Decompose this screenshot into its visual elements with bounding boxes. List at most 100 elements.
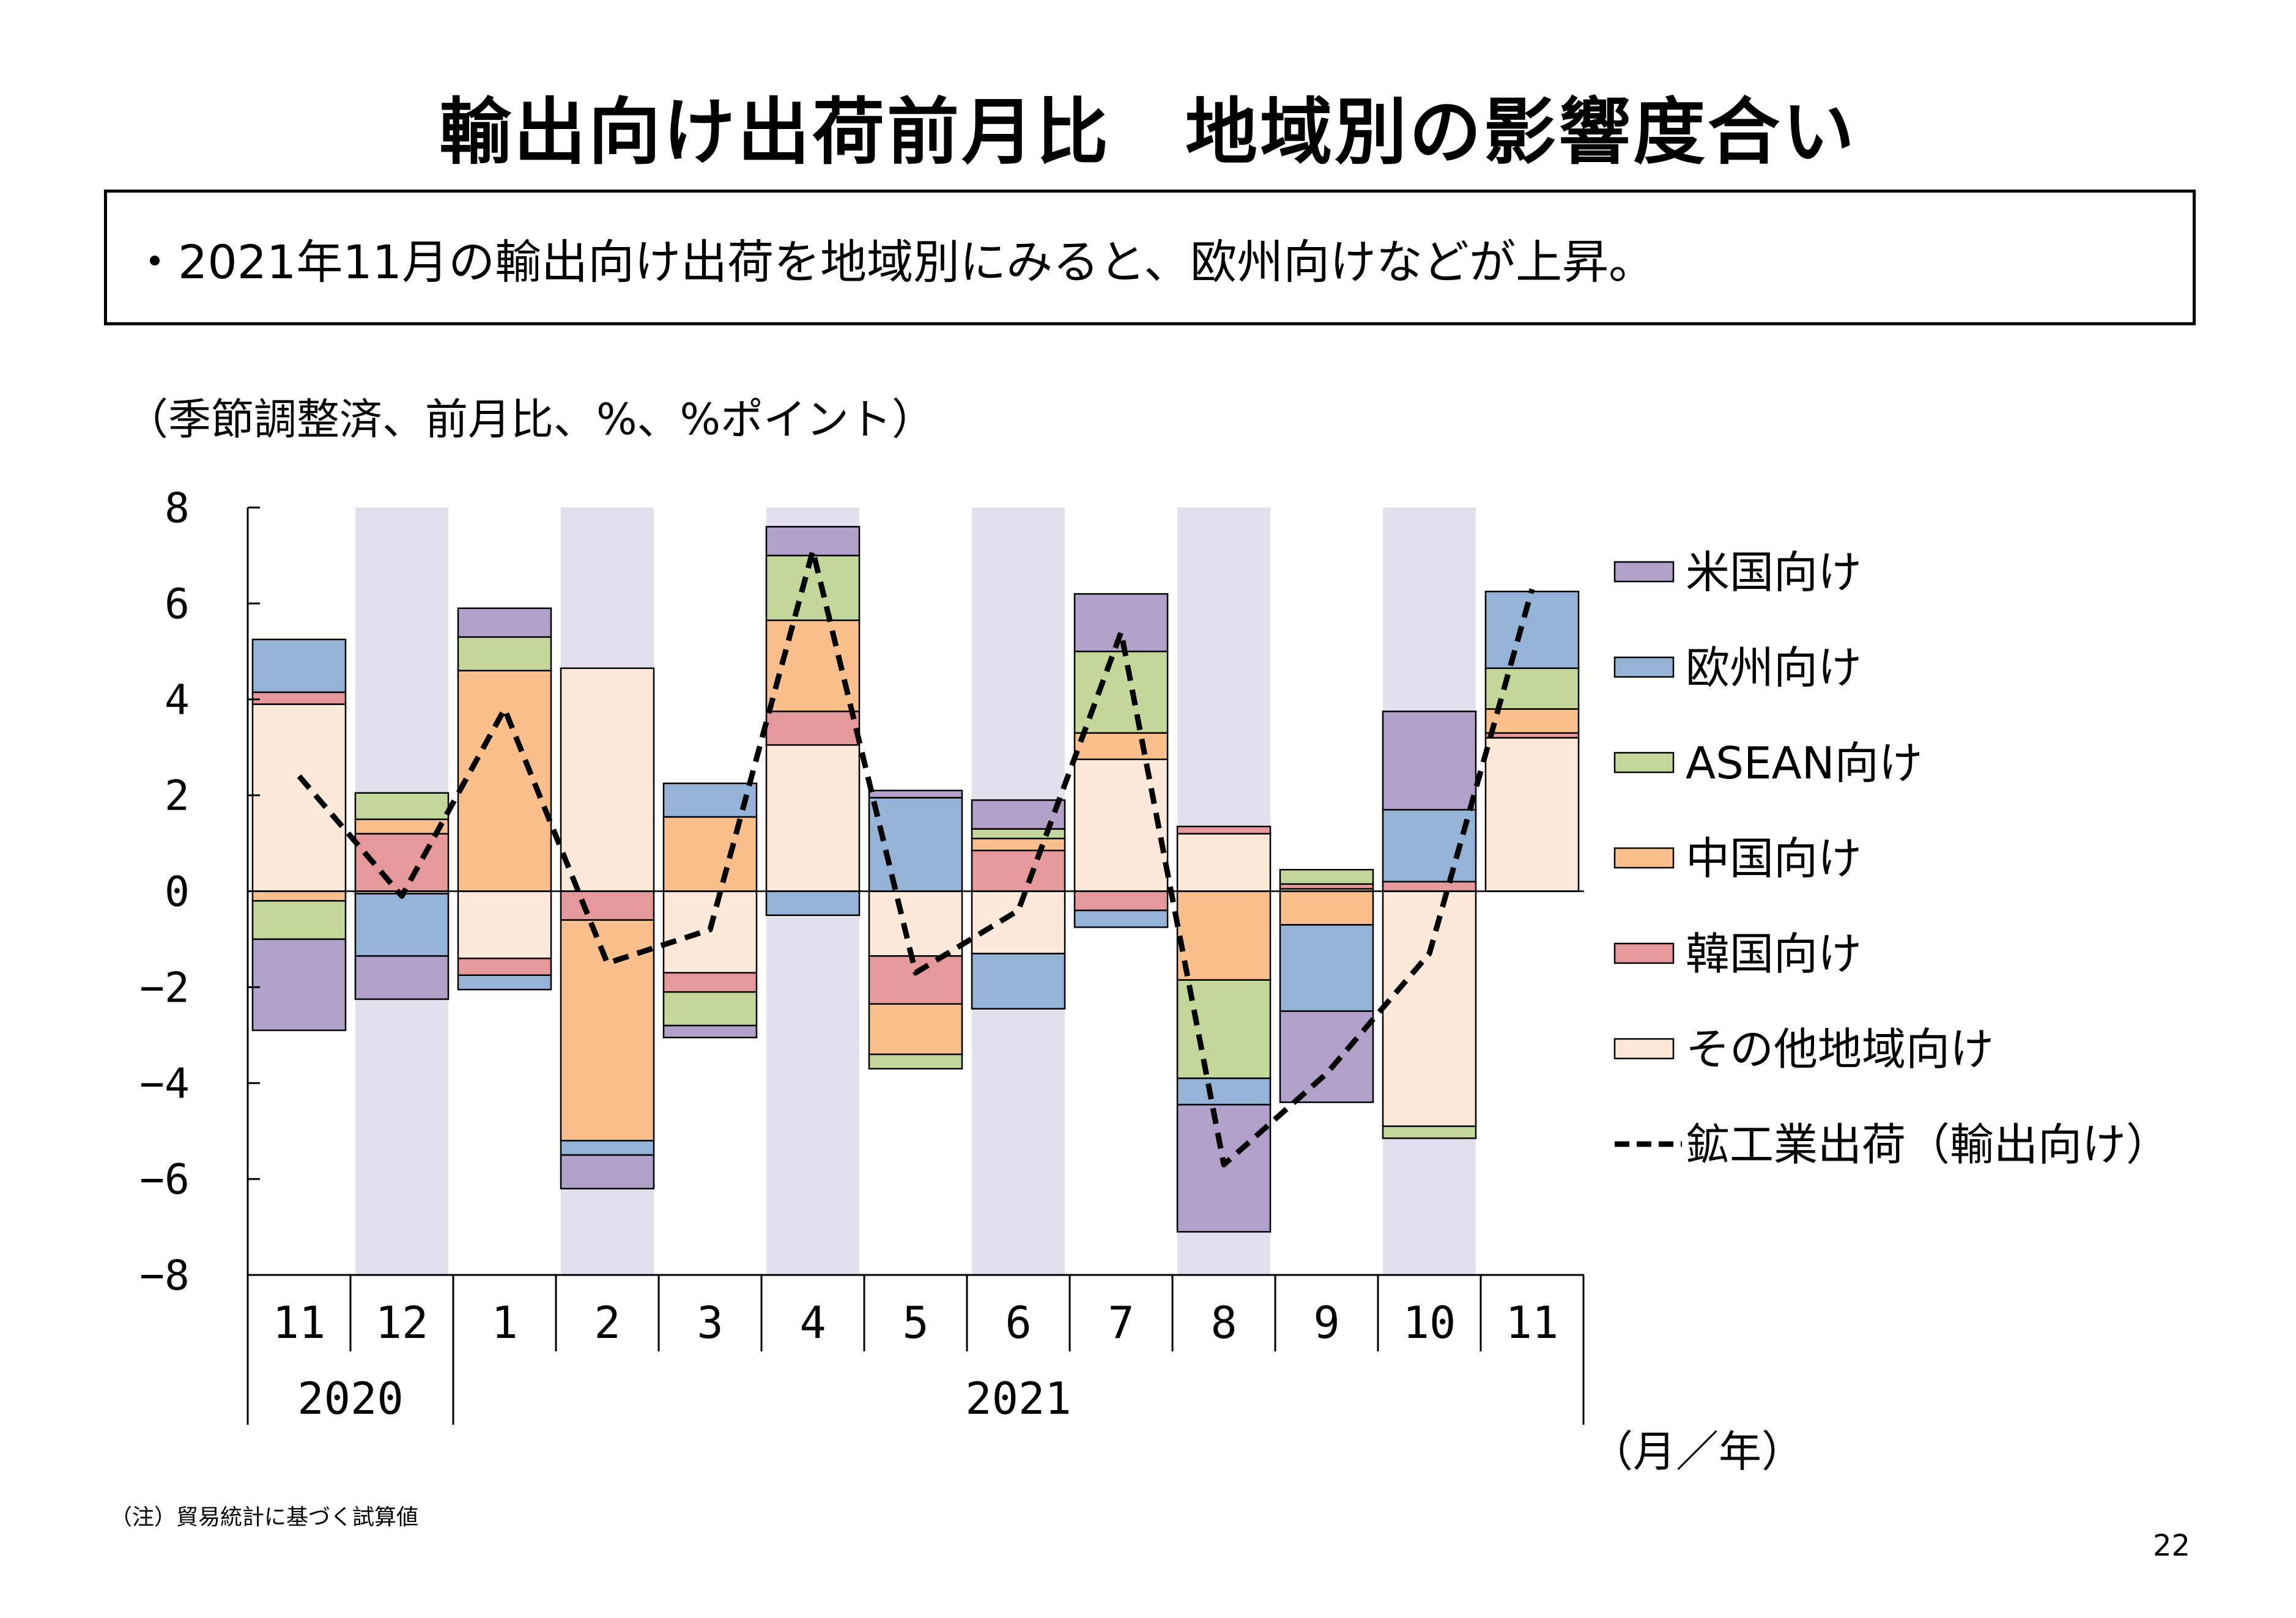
legend-label-0: 米国向け — [1686, 547, 1862, 598]
bar-segment-2-6 — [868, 1003, 963, 1055]
bar-segment-3-4 — [662, 991, 758, 1027]
bar-segment-4-0 — [251, 638, 347, 693]
bar-segment-0-0 — [251, 703, 347, 892]
bar-segment-2-0 — [251, 890, 347, 902]
bar-segment-3-2 — [457, 636, 552, 671]
bar-segment-0-5 — [765, 744, 861, 892]
bar-segment-3-1 — [354, 792, 450, 821]
bar-segment-5-11 — [1382, 711, 1477, 811]
y-tick-label-7: −6 — [139, 1156, 190, 1204]
bar-segment-4-6 — [868, 797, 963, 892]
legend-swatch-3 — [1613, 847, 1675, 869]
bar-segment-5-4 — [662, 1024, 758, 1038]
x-tick-label-11: 10 — [1403, 1297, 1456, 1348]
legend-swatch-4 — [1613, 942, 1675, 964]
bar-segment-5-5 — [765, 526, 861, 556]
bar-segment-2-2 — [457, 670, 552, 892]
legend-label-5: その他地域向け — [1686, 1024, 1994, 1075]
bar-segment-0-7 — [971, 890, 1066, 955]
x-tick-label-4: 3 — [697, 1297, 723, 1348]
y-tick-label-2: 4 — [165, 676, 190, 725]
bar-segment-0-2 — [457, 890, 552, 959]
y-tick-label-8: −8 — [139, 1252, 190, 1300]
x-tick-label-7: 6 — [1005, 1297, 1031, 1348]
bar-segment-4-9 — [1176, 1077, 1272, 1106]
legend-swatch-2 — [1613, 752, 1675, 774]
x-tick-label-3: 2 — [594, 1297, 620, 1348]
bar-segment-1-3 — [560, 890, 655, 921]
bar-segment-4-3 — [560, 1140, 655, 1156]
bar-segment-2-3 — [560, 919, 655, 1142]
bar-segment-5-0 — [251, 938, 347, 1032]
bar-segment-4-7 — [971, 953, 1066, 1010]
x-tick-label-10: 9 — [1313, 1297, 1339, 1348]
bar-segment-5-6 — [868, 789, 963, 799]
x-tick-label-9: 8 — [1210, 1297, 1237, 1348]
bar-segment-5-9 — [1176, 1104, 1272, 1233]
bar-segment-3-6 — [868, 1053, 963, 1069]
y-tick-label-4: 0 — [165, 868, 190, 917]
bar-segment-0-3 — [560, 667, 655, 892]
summary-text: ・2021年11月の輸出向け出荷を地域別にみると、欧州向けなどが上昇。 — [131, 235, 1656, 289]
y-tick-label-5: −2 — [139, 964, 190, 1012]
bar-segment-1-0 — [251, 691, 347, 705]
bar-segment-3-8 — [1073, 651, 1169, 734]
bar-segment-1-9 — [1176, 826, 1272, 835]
bar-segment-5-1 — [354, 955, 450, 1000]
x-tick-label-5: 4 — [799, 1297, 826, 1348]
bar-segment-2-7 — [971, 837, 1066, 852]
bar-segment-4-10 — [1279, 924, 1374, 1012]
bar-segment-3-7 — [971, 828, 1066, 840]
legend-label-2: ASEAN向け — [1686, 737, 1923, 789]
bar-segment-3-5 — [765, 555, 861, 621]
legend-label-4: 韓国向け — [1686, 928, 1862, 980]
period-label: （月／年） — [1590, 1427, 1804, 1477]
bar-segment-2-4 — [662, 816, 758, 892]
page-number: 22 — [2153, 1529, 2191, 1563]
bar-segment-4-4 — [662, 782, 758, 818]
bar-segment-2-9 — [1176, 890, 1272, 981]
x-tick-label-0: 11 — [273, 1297, 326, 1348]
legend-label-1: 欧州向け — [1686, 642, 1862, 693]
year-label-0: 2020 — [297, 1373, 403, 1424]
axes: 8 6 4 2 0 −2 −4 −6 −8 — [139, 484, 1584, 1300]
x-tick-label-1: 12 — [376, 1297, 429, 1348]
shipment-line-path — [297, 548, 1535, 1168]
bar-segment-4-12 — [1484, 591, 1580, 670]
bar-segment-4-1 — [354, 893, 450, 957]
bar-segment-3-10 — [1279, 868, 1374, 885]
bar-segment-2-10 — [1279, 890, 1374, 926]
bar-segment-0-8 — [1073, 758, 1169, 892]
legend-swatch-5 — [1613, 1038, 1675, 1060]
bar-segment-2-8 — [1073, 732, 1169, 761]
bar-segment-4-5 — [765, 890, 861, 916]
legend-swatch-0 — [1613, 561, 1675, 583]
y-tick-label-3: 2 — [165, 772, 190, 821]
bar-segment-0-6 — [868, 890, 963, 957]
legend-label-3: 中国向け — [1686, 833, 1862, 884]
bar-segment-3-11 — [1382, 1125, 1477, 1139]
bar-segment-1-1 — [354, 833, 450, 892]
bar-segment-1-8 — [1073, 890, 1169, 912]
bar-segment-1-6 — [868, 955, 963, 1005]
bar-segment-5-2 — [457, 607, 552, 638]
bar-segment-5-10 — [1279, 1010, 1374, 1103]
bar-segment-1-5 — [765, 711, 861, 746]
bar-segment-2-5 — [765, 619, 861, 712]
bar-segment-0-11 — [1382, 890, 1477, 1128]
bar-segment-1-4 — [662, 972, 758, 993]
shipment-line — [297, 548, 1535, 1168]
x-tick-label-8: 7 — [1108, 1297, 1134, 1348]
bar-segment-5-3 — [560, 1154, 655, 1190]
y-tick-label-0: 8 — [165, 484, 190, 533]
bar-segment-4-2 — [457, 974, 552, 991]
bar-segment-2-12 — [1484, 708, 1580, 734]
bar-segment-0-9 — [1176, 833, 1272, 892]
unit-label: （季節調整済、前月比、%、%ポイント） — [125, 394, 935, 445]
page-title: 輸出向け出荷前月比 地域別の影響度合い — [439, 90, 1857, 174]
y-tick-label-1: 6 — [165, 580, 190, 629]
legend-label-6: 鉱工業出荷（輸出向け） — [1686, 1119, 2170, 1170]
